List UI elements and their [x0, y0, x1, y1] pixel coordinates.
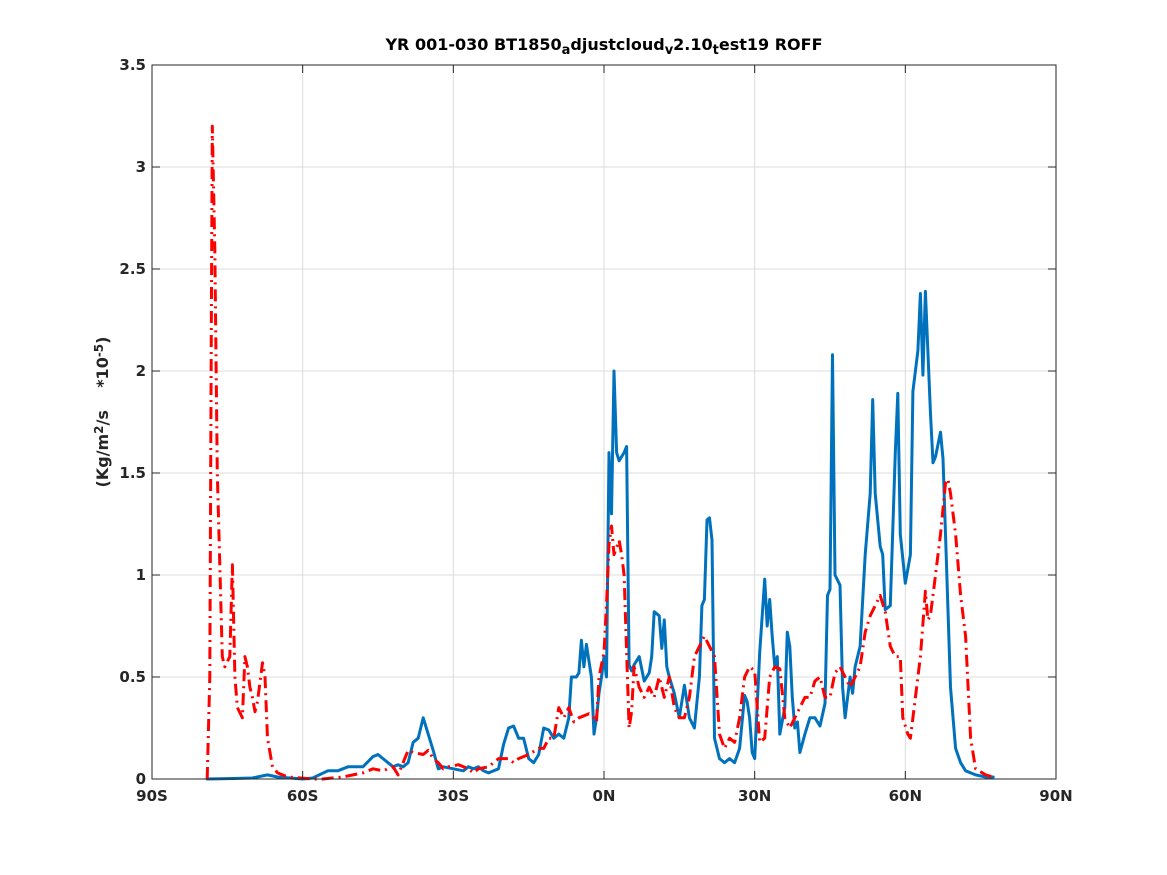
ylabel-superscript: 2	[92, 425, 106, 433]
y-tick-label: 3.5	[119, 56, 146, 74]
ylabel-segment: (Kg/m	[93, 434, 112, 488]
ylabel-segment: /s *10	[93, 357, 112, 425]
grid	[152, 65, 1056, 779]
series-line-2	[205, 124, 994, 781]
y-tick-label: 2	[136, 362, 146, 380]
title-segment: est19 ROFF	[719, 35, 823, 54]
y-tick-label: 2.5	[119, 260, 146, 278]
title-subscript: a	[562, 43, 571, 58]
ylabel-superscript: -5	[92, 344, 106, 357]
title-subscript: v	[665, 43, 674, 58]
y-axis-label: (Kg/m2/s *10-5)	[92, 337, 112, 488]
y-tick-label: 1	[136, 566, 146, 584]
title-segment: YR 001-030 BT1850	[384, 35, 561, 54]
chart-title: YR 001-030 BT1850adjustcloudv2.10test19 …	[384, 35, 822, 58]
x-tick-label: 30N	[738, 787, 771, 805]
series-layer	[205, 124, 995, 781]
x-tick-label: 90S	[136, 787, 168, 805]
series-line-1	[205, 289, 995, 781]
x-tick-label: 60N	[889, 787, 922, 805]
y-tick-label: 1.5	[119, 464, 146, 482]
ylabel-segment: )	[93, 337, 112, 344]
x-tick-label: 90N	[1039, 787, 1072, 805]
ticks: 90S 60S 30S 0N 30N 60N 90N 0 0.5 1 1.5 2 2.5 3 3.5	[119, 56, 1072, 805]
y-tick-label: 0	[136, 770, 146, 788]
title-subscript: t	[713, 43, 719, 58]
x-tick-label: 0N	[593, 787, 616, 805]
x-tick-label: 60S	[287, 787, 319, 805]
y-tick-label: 3	[136, 158, 146, 176]
x-tick-label: 30S	[437, 787, 469, 805]
title-segment: 2.10	[673, 35, 712, 54]
title-segment: djustcloud	[570, 35, 664, 54]
y-tick-label: 0.5	[119, 668, 146, 686]
